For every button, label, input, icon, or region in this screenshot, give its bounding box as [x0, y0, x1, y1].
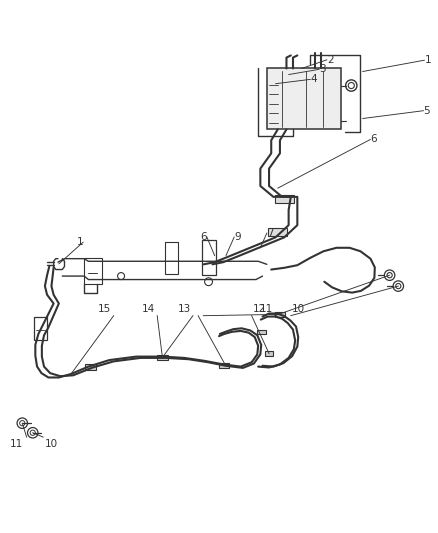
Text: 15: 15	[98, 304, 111, 314]
Bar	[265, 351, 273, 356]
Bar	[34, 317, 47, 341]
Text: 10: 10	[45, 439, 58, 449]
Text: 9: 9	[234, 232, 241, 242]
Text: 1: 1	[424, 55, 431, 65]
Text: 4: 4	[311, 75, 317, 84]
Bar	[84, 258, 102, 284]
Text: 7: 7	[267, 228, 273, 238]
Text: 11: 11	[10, 439, 23, 449]
Bar	[157, 355, 168, 360]
Bar	[275, 312, 285, 317]
Text: 2: 2	[327, 55, 334, 65]
Bar	[201, 240, 215, 275]
Text: 11: 11	[260, 304, 273, 314]
Bar	[219, 362, 230, 368]
Bar	[85, 365, 96, 370]
Text: 6: 6	[200, 232, 207, 242]
Text: 3: 3	[319, 64, 326, 74]
Bar	[257, 329, 265, 334]
Text: 12: 12	[253, 304, 266, 314]
Text: 14: 14	[141, 304, 155, 314]
Bar	[267, 68, 341, 130]
Bar	[268, 228, 287, 236]
Bar	[165, 241, 178, 274]
Text: 10: 10	[292, 304, 305, 314]
Text: 6: 6	[371, 134, 377, 144]
Text: 5: 5	[424, 106, 430, 116]
Bar	[275, 195, 294, 203]
Text: 1: 1	[77, 237, 83, 247]
Text: 13: 13	[177, 304, 191, 314]
